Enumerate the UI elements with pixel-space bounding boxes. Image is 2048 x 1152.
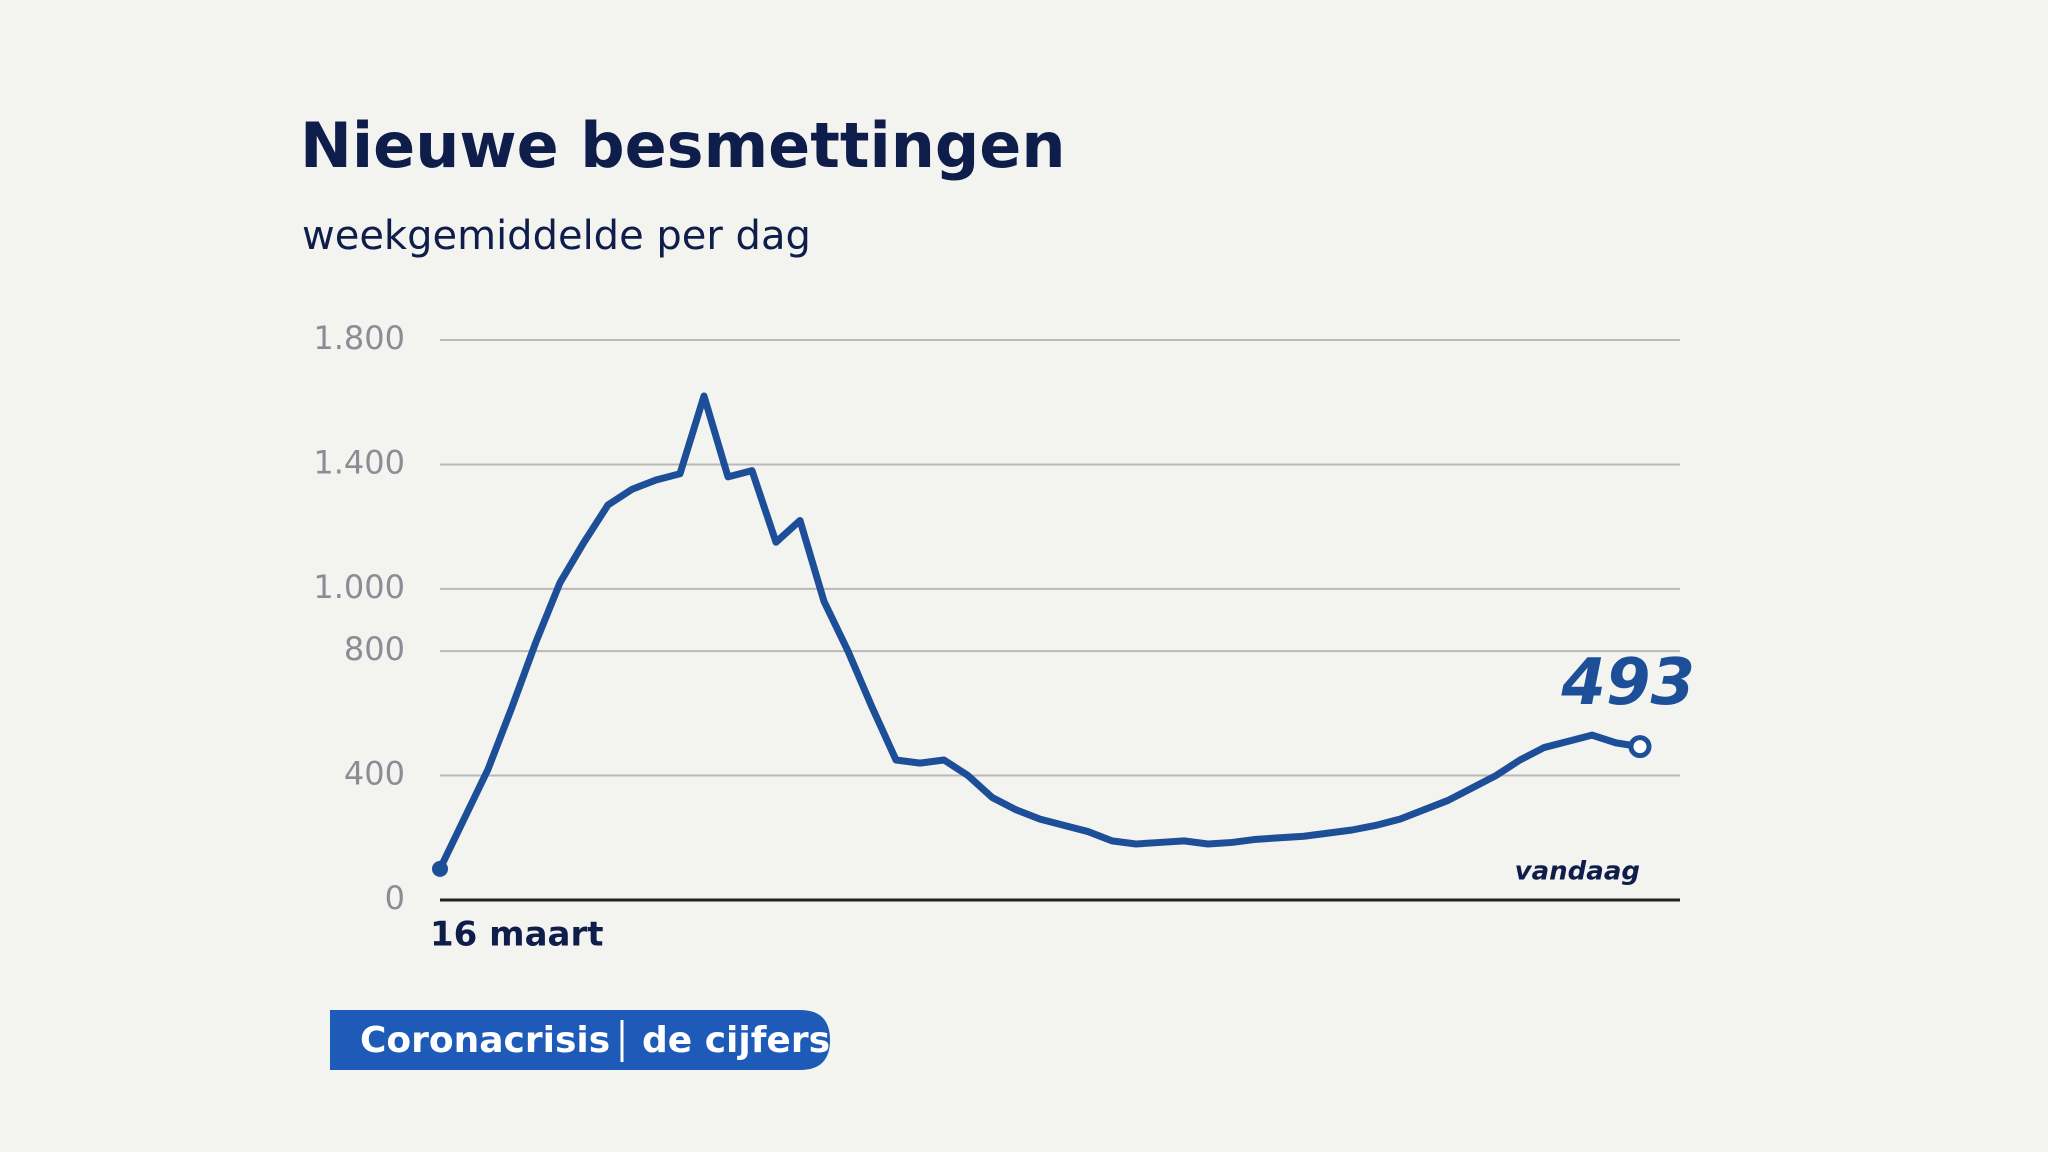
y-tick-label: 1.400 [313, 443, 405, 481]
value-label: 493 [1560, 646, 1695, 720]
y-tick-label: 1.000 [313, 568, 405, 606]
banner: Coronacrisis de cijfers [330, 1010, 830, 1070]
chart-title: Nieuwe besmettingen [300, 109, 1065, 182]
start-dot [432, 860, 448, 877]
y-tick-label: 800 [344, 630, 405, 668]
data-line [436, 392, 1644, 873]
chart-subtitle: weekgemiddelde per dag [302, 213, 811, 259]
banner-right: de cijfers [642, 1020, 830, 1061]
end-dot [1628, 735, 1652, 759]
y-tick-label: 400 [344, 755, 405, 793]
y-tick-label: 1.800 [313, 319, 405, 357]
x-tick-label: vandaag [1515, 857, 1640, 887]
banner-shape [330, 1010, 830, 1070]
x-tick-label: 16 maart [430, 915, 604, 955]
y-tick-label: 0 [385, 879, 405, 917]
banner-left: Coronacrisis [360, 1020, 610, 1061]
